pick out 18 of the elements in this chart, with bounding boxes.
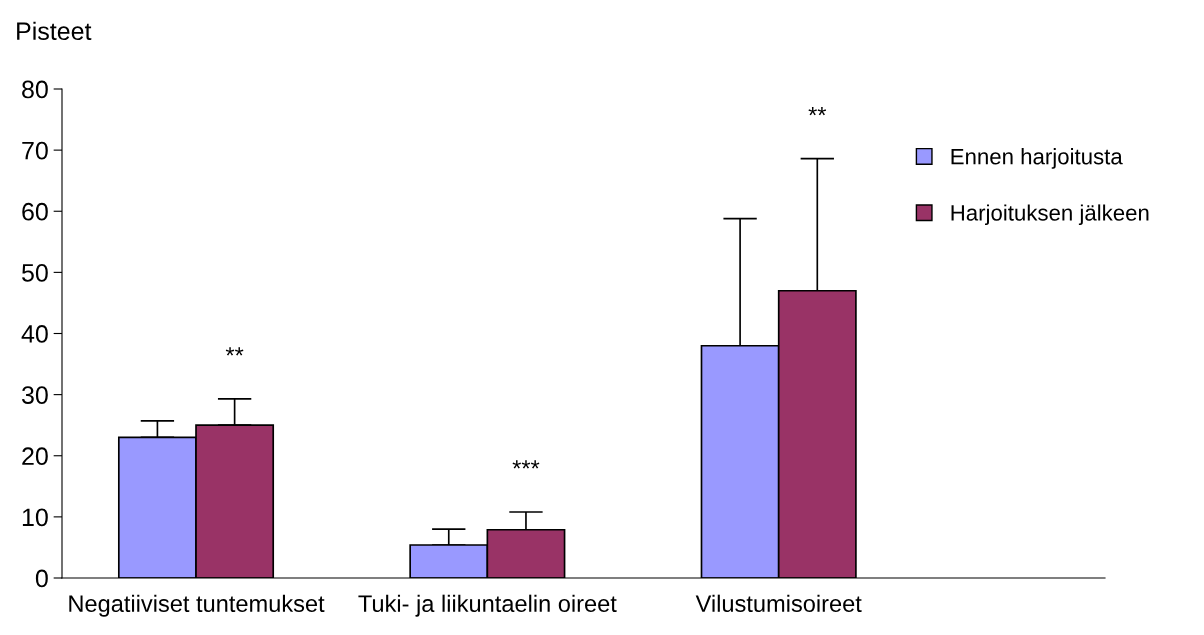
y-tick-label: 70 <box>22 141 48 160</box>
y-tick-label: 10 <box>22 508 48 527</box>
y-tick-label: 80 <box>22 80 48 99</box>
annotation: ** <box>225 347 244 356</box>
y-tick-label: 30 <box>21 386 48 404</box>
annotation: ** <box>808 106 827 116</box>
y-tick-label: 60 <box>22 202 48 221</box>
y-tick-label: 40 <box>21 325 48 343</box>
y-axis-title: Pisteet <box>17 21 92 41</box>
x-tick-label: Vilustumisoireet <box>695 594 862 613</box>
legend-label: Ennen harjoitusta <box>951 148 1123 169</box>
y-tick-label: 0 <box>35 569 48 588</box>
legend-label: Harjoituksen jälkeen <box>951 204 1149 226</box>
annotation: *** <box>512 460 540 469</box>
x-tick-label: Tuki- ja liikuntaelin oireet <box>358 594 617 617</box>
x-tick-label: Negatiiviset tuntemukset <box>69 594 325 617</box>
y-tick-label: 20 <box>22 447 48 466</box>
y-tick-label: 50 <box>22 263 48 282</box>
